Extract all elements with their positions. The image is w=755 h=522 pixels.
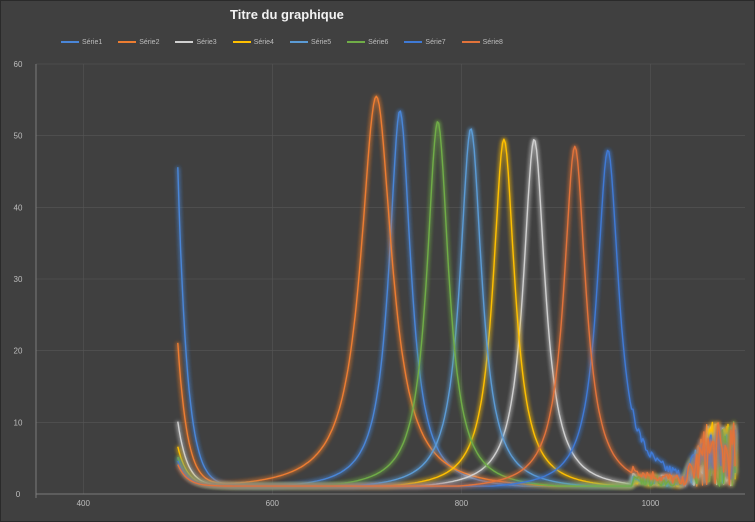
- x-tick-label: 800: [455, 499, 469, 508]
- legend-label: Série5: [310, 38, 332, 46]
- series-line-5: [177, 128, 736, 487]
- x-tick-label: 400: [77, 499, 91, 508]
- legend-swatch: [347, 41, 366, 43]
- y-tick-label: 60: [14, 60, 23, 69]
- legend-label: Série1: [82, 38, 103, 46]
- y-tick-label: 50: [14, 132, 23, 141]
- x-tick-label: 600: [266, 499, 280, 508]
- legend-swatch: [232, 41, 251, 43]
- legend-swatch: [461, 41, 480, 43]
- series-line-2: [177, 95, 736, 487]
- series-line-8: [177, 145, 736, 487]
- legend-swatch: [61, 41, 79, 43]
- legend-item-5: Série5: [289, 35, 332, 49]
- legend-item-4: Série4: [232, 35, 274, 49]
- y-tick-label: 40: [14, 203, 23, 212]
- legend-label: Série4: [253, 38, 274, 46]
- series-line-6: [177, 121, 736, 487]
- legend-label: Série2: [139, 38, 160, 46]
- y-tick-label: 20: [14, 347, 23, 356]
- series-line-3: [177, 138, 736, 487]
- series-line-1: [177, 110, 736, 487]
- legend-label: Série6: [368, 38, 389, 46]
- series-line-4: [177, 138, 736, 487]
- legend: Série1 Série2 Série3 Série4 Série5 Série6 Séri…: [61, 35, 519, 49]
- legend-label: Série7: [425, 38, 446, 46]
- legend-label: Série3: [196, 38, 217, 46]
- legend-item-2: Série2: [118, 35, 159, 49]
- y-tick-label: 10: [14, 418, 23, 427]
- legend-item-6: Série6: [347, 35, 388, 49]
- x-tick-label: 1000: [642, 499, 660, 508]
- legend-swatch: [175, 41, 194, 43]
- legend-swatch: [404, 41, 423, 43]
- y-tick-label: 0: [16, 490, 21, 499]
- legend-item-3: Série3: [175, 35, 217, 49]
- legend-swatch: [118, 41, 137, 43]
- legend-item-1: Série1: [61, 35, 102, 49]
- legend-label: Série8: [482, 38, 503, 46]
- legend-swatch: [289, 41, 308, 43]
- y-tick-label: 30: [14, 275, 23, 284]
- legend-item-7: Série7: [404, 35, 446, 49]
- chart-title: Titre du graphique: [230, 7, 344, 22]
- legend-item-8: Série8: [461, 35, 503, 49]
